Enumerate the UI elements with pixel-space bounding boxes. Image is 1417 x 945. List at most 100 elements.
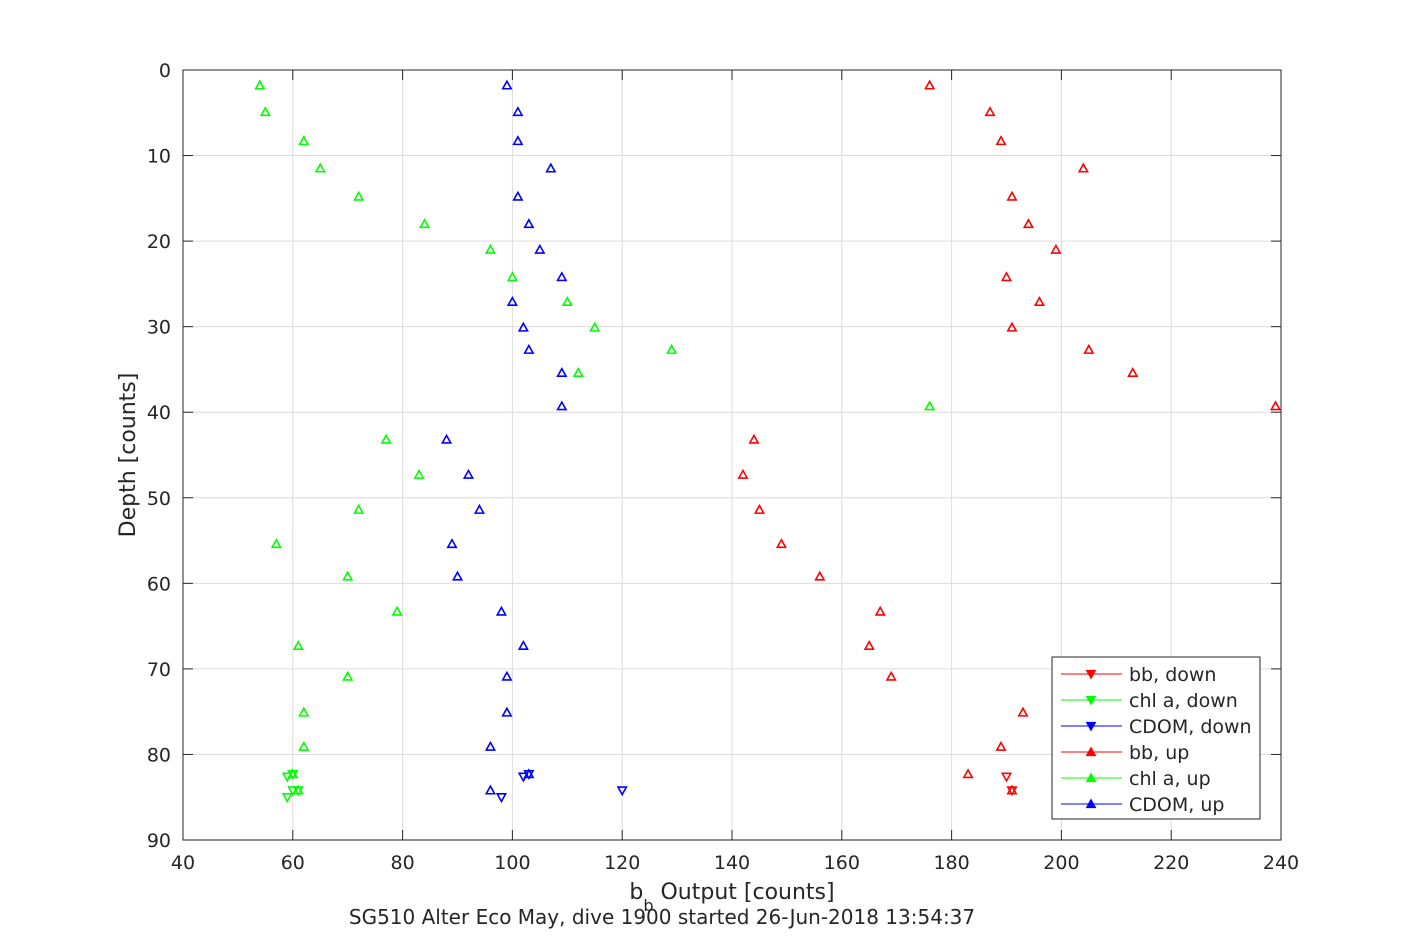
x-tick-label: 60 [281,852,305,874]
data-point [589,321,601,332]
data-point [534,243,546,254]
data-point [561,296,573,307]
data-point [298,135,310,146]
x-tick-label: 140 [714,852,750,874]
x-axis-label-subscript: b [643,896,653,915]
data-point [523,343,535,354]
axis-ticks [182,69,1282,841]
data-point [462,468,475,479]
data-point [501,670,513,681]
series-cdom-up [440,79,568,795]
data-point [287,768,299,779]
legend-label: CDOM, down [1129,716,1252,738]
legend-marker [1085,695,1097,706]
data-point [924,400,936,411]
data-point [292,784,304,795]
legend-marker [1085,721,1097,732]
y-tick-label: 0 [159,60,171,82]
x-tick-label: 40 [171,852,195,874]
data-point [473,503,486,514]
y-tick-label: 20 [147,231,171,253]
legend-marker [1085,669,1097,680]
y-tick-label: 40 [147,402,171,424]
data-point [484,740,496,751]
legend-box [1051,656,1261,820]
data-point [616,786,628,797]
chart-title: SG510 Alter Eco May, dive 1900 started 2… [349,905,975,929]
data-point [556,271,568,282]
data-point [281,793,293,804]
data-point [380,433,392,444]
y-tick-label: 90 [147,830,171,852]
data-point [342,670,354,681]
data-point [874,605,886,616]
data-point [1017,706,1029,717]
data-point [495,605,507,616]
legend-marker [1085,798,1097,809]
data-point [391,605,403,616]
y-tick-label: 80 [147,744,171,766]
x-tick-label: 100 [494,852,530,874]
data-point [1127,367,1139,378]
data-point [1083,343,1095,354]
data-point [1006,321,1018,332]
data-point [446,538,458,549]
data-point [353,503,365,514]
data-point [501,79,513,90]
data-point [254,79,266,90]
data-point [1033,296,1045,307]
data-point [545,162,557,173]
data-point [440,433,453,444]
legend-label: chl a, up [1129,768,1211,790]
legend: bb, down chl a, down CDOM, down bb, up chl a… [1051,656,1261,820]
data-point [292,639,304,650]
data-points [254,79,1282,804]
data-point [523,768,535,779]
data-point [885,670,897,681]
data-point [506,271,518,282]
y-tick-labels: 0 10 20 30 40 50 60 70 80 90 [147,60,171,852]
y-tick-label: 60 [147,573,171,595]
series-bb-up [737,79,1282,795]
x-tick-label: 160 [824,852,860,874]
data-point [666,343,678,354]
data-point [572,367,584,378]
data-point [748,433,760,444]
data-point [298,740,310,751]
y-tick-label: 10 [147,146,171,168]
y-axis-label: Depth [counts] [116,373,141,538]
y-tick-label: 70 [147,659,171,681]
y-tick-label: 50 [147,488,171,510]
data-point [995,135,1007,146]
data-point [814,570,826,581]
data-point [413,468,425,479]
data-point [1006,784,1018,795]
data-point [863,639,875,650]
data-point [517,639,529,650]
data-point [419,218,431,229]
data-point [924,79,936,90]
data-point [753,503,766,514]
data-point [1050,243,1062,254]
legend-label: bb, up [1129,742,1189,764]
data-point [995,740,1007,751]
data-point [1000,271,1013,282]
data-point [523,218,535,229]
data-point [342,570,354,581]
x-tick-labels: 40 60 80 100 120 140 160 180 200 220 240 [171,852,1299,874]
data-point [512,190,524,201]
data-point [501,706,513,717]
data-point [1000,772,1013,783]
x-tick-label: 200 [1043,852,1079,874]
x-axis-label-text: Output [counts] [654,880,835,905]
data-point [984,106,996,117]
x-tick-label: 220 [1153,852,1189,874]
data-point [1077,162,1089,173]
legend-label: CDOM, up [1129,794,1224,816]
data-point [298,706,310,717]
x-tick-label: 80 [391,852,415,874]
data-point [1022,218,1035,229]
data-point [512,135,524,146]
data-point [737,468,749,479]
